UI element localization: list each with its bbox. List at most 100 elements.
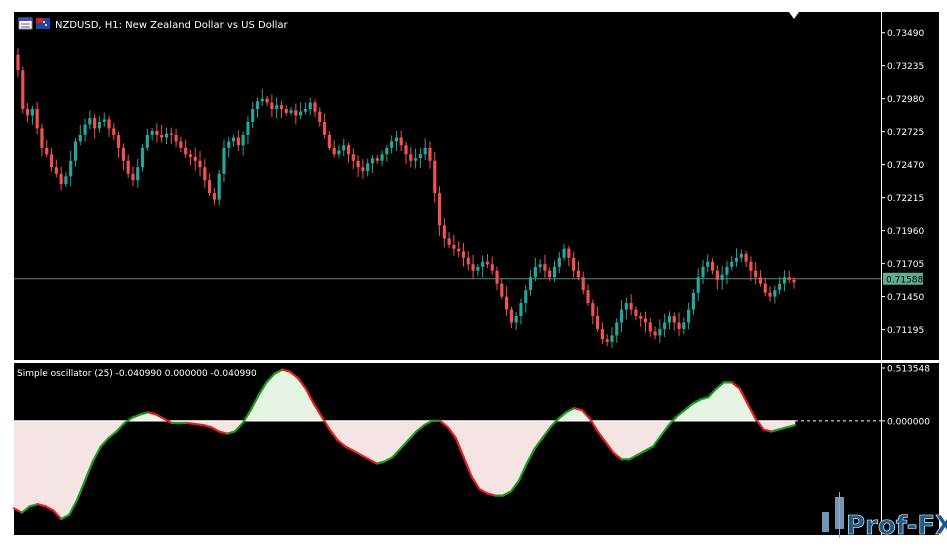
oscillator-fill-segment bbox=[636, 420, 646, 456]
price-panel[interactable] bbox=[14, 12, 881, 360]
oscillator-line-segment bbox=[273, 368, 284, 375]
oscillator-fill-segment bbox=[487, 420, 496, 496]
candle bbox=[696, 268, 700, 302]
candle bbox=[327, 131, 331, 151]
oscillator-fill-segment bbox=[629, 420, 638, 460]
oscillator-line-segment bbox=[249, 394, 260, 412]
oscillator-fill-segment bbox=[352, 420, 362, 456]
price-tick-label: 0.71450 bbox=[887, 293, 924, 303]
candle bbox=[610, 327, 614, 349]
oscillator-line-segment bbox=[162, 417, 173, 425]
chart-window-icon[interactable] bbox=[18, 17, 33, 30]
candle bbox=[591, 299, 595, 325]
candle bbox=[102, 112, 106, 128]
price-axis: 0.73490 0.73235 0.72980 0.72725 0.72470 0.722… bbox=[881, 29, 924, 336]
candle bbox=[222, 139, 226, 183]
candle bbox=[188, 149, 193, 166]
oscillator-fill-segment bbox=[13, 420, 23, 514]
oscillator-line-segment bbox=[691, 398, 702, 405]
candle bbox=[677, 312, 681, 337]
current-price-line: 0.71588 bbox=[14, 272, 923, 285]
oscillator-line-segment bbox=[651, 434, 662, 448]
oscillator-line-segment bbox=[28, 503, 39, 508]
oscillator-fill-segment bbox=[289, 371, 299, 422]
candle bbox=[471, 254, 475, 279]
candle bbox=[596, 306, 600, 332]
candle bbox=[112, 123, 116, 141]
candle bbox=[116, 131, 121, 158]
candle bbox=[758, 270, 763, 287]
oscillator-fill-segment bbox=[502, 420, 512, 497]
candle bbox=[30, 105, 34, 125]
candle bbox=[25, 102, 30, 123]
candle bbox=[615, 318, 619, 343]
price-line-arrow-icon[interactable] bbox=[789, 12, 799, 19]
candle bbox=[744, 250, 748, 267]
oscillator-line-segment bbox=[715, 381, 726, 390]
candle bbox=[519, 298, 523, 325]
oscillator-line-segment bbox=[478, 488, 489, 495]
oscillator-line-segment bbox=[509, 479, 520, 493]
candle bbox=[217, 169, 221, 206]
oscillator-line-segment bbox=[628, 453, 639, 461]
candle bbox=[208, 173, 212, 196]
candle bbox=[275, 97, 279, 119]
candle bbox=[351, 148, 355, 170]
candle bbox=[452, 234, 456, 256]
oscillator-line-segment bbox=[265, 372, 276, 384]
price-tick-label: 0.73235 bbox=[887, 62, 924, 72]
oscillator-line-segment bbox=[131, 413, 142, 419]
oscillator-line-segment bbox=[415, 424, 426, 433]
candle bbox=[538, 259, 542, 273]
candle bbox=[73, 137, 78, 167]
oscillator-line-segment bbox=[423, 419, 434, 427]
oscillator-line-segment bbox=[391, 447, 402, 459]
candle bbox=[318, 107, 322, 127]
candle bbox=[500, 278, 504, 300]
candle bbox=[691, 289, 696, 316]
oscillator-line-segment bbox=[99, 436, 110, 448]
oscillator-line-segment bbox=[565, 406, 576, 414]
candle bbox=[136, 158, 140, 188]
candle bbox=[605, 334, 609, 347]
candle bbox=[581, 271, 585, 295]
oscillator-fill-segment bbox=[360, 420, 370, 460]
oscillator-panel[interactable] bbox=[14, 363, 881, 535]
candle bbox=[299, 102, 303, 120]
candle bbox=[59, 166, 63, 191]
oscillator-line-segment bbox=[352, 449, 363, 457]
candle bbox=[308, 97, 312, 116]
oscillator-line-segment bbox=[612, 451, 623, 461]
oscillator-line-segment bbox=[502, 490, 513, 497]
candle bbox=[88, 110, 92, 130]
candle bbox=[763, 277, 767, 297]
oscillator-line-segment bbox=[36, 503, 47, 508]
candle bbox=[706, 254, 710, 273]
flag-icon[interactable] bbox=[36, 18, 50, 29]
candle bbox=[45, 140, 49, 158]
candle bbox=[495, 266, 499, 291]
oscillator-line-segment bbox=[123, 416, 134, 425]
candle bbox=[251, 101, 255, 129]
candle bbox=[174, 128, 178, 148]
candle bbox=[485, 253, 490, 269]
price-tick-label: 0.73490 bbox=[887, 29, 924, 39]
candle bbox=[509, 306, 513, 329]
candle bbox=[390, 135, 394, 154]
candle bbox=[782, 270, 787, 292]
candle bbox=[370, 154, 375, 173]
oscillator-fill-segment bbox=[723, 382, 733, 422]
candle bbox=[413, 148, 418, 169]
oscillator-line-segment bbox=[257, 381, 268, 397]
candle bbox=[380, 150, 384, 166]
oscillator-line-segment bbox=[399, 438, 410, 450]
candle bbox=[787, 270, 791, 284]
oscillator-line-segment bbox=[328, 428, 339, 442]
oscillator-fill-segment bbox=[700, 397, 709, 422]
oscillator-fill-segment bbox=[37, 420, 46, 507]
candle bbox=[212, 188, 216, 205]
candle bbox=[385, 145, 389, 162]
candle bbox=[131, 166, 135, 186]
candle bbox=[624, 297, 628, 320]
candle bbox=[227, 136, 231, 158]
